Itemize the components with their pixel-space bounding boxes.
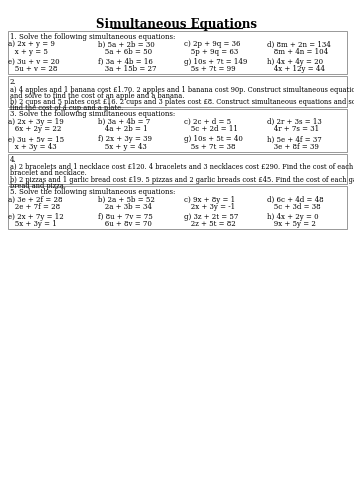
Text: a) 4 apples and 1 banana cost £1.70. 2 apples and 1 banana cost 90p. Construct s: a) 4 apples and 1 banana cost £1.70. 2 a… [10,86,354,94]
Text: 5c + 2d = 11: 5c + 2d = 11 [184,125,238,133]
Text: 5u + v = 28: 5u + v = 28 [8,65,57,73]
Text: b) 2 pizzas and 1 garlic bread cost £19. 5 pizzas and 2 garlic breads cost £45. : b) 2 pizzas and 1 garlic bread cost £19.… [10,176,354,184]
Bar [8,154,347,184]
Text: a) 2 bracelets and 1 necklace cost £120. 4 bracelets and 3 necklaces cost £290. : a) 2 bracelets and 1 necklace cost £120.… [10,163,353,171]
Text: c) 9x + 8y = 1: c) 9x + 8y = 1 [184,196,235,203]
Text: f) 8u + 7v = 75: f) 8u + 7v = 75 [98,213,153,221]
Text: c) 2p + 9q = 36: c) 2p + 9q = 36 [184,40,241,48]
Text: d) 6c + 4d = 48: d) 6c + 4d = 48 [267,196,324,203]
Text: 6x + 2y = 22: 6x + 2y = 22 [8,125,61,133]
Text: e) 2x + 7y = 12: e) 2x + 7y = 12 [8,213,64,221]
Text: bracelet and necklace.: bracelet and necklace. [10,170,87,177]
Text: 4r + 7s = 31: 4r + 7s = 31 [267,125,319,133]
Text: 5. Solve the following simultaneous equations:: 5. Solve the following simultaneous equa… [10,188,175,196]
Text: h) 5e + 4f = 37: h) 5e + 4f = 37 [267,136,322,143]
Text: d) 2r + 3s = 13: d) 2r + 3s = 13 [267,118,322,126]
Text: 2e + 7f = 28: 2e + 7f = 28 [8,202,60,210]
Text: find the cost of a cup and a plate.: find the cost of a cup and a plate. [10,104,123,112]
Bar [8,108,347,152]
Text: 3. Solve the following simultaneous equations:: 3. Solve the following simultaneous equa… [10,110,175,118]
Text: a) 2x + y = 9: a) 2x + y = 9 [8,40,55,48]
Text: a) 3e + 2f = 28: a) 3e + 2f = 28 [8,196,63,203]
Text: 1. Solve the following simultaneous equations:: 1. Solve the following simultaneous equa… [10,33,175,41]
Text: 4.: 4. [10,156,17,164]
Text: 3a + 15b = 27: 3a + 15b = 27 [98,65,156,73]
Text: b) 2a + 5b = 52: b) 2a + 5b = 52 [98,196,155,203]
Text: h) 4x + 2y = 0: h) 4x + 2y = 0 [267,213,319,221]
Text: h) 4x + 4y = 20: h) 4x + 4y = 20 [267,58,324,66]
Text: 5a + 6b = 50: 5a + 6b = 50 [98,48,152,56]
Text: b) 2 cups and 5 plates cost £16. 2 cups and 3 plates cost £8. Construct simultan: b) 2 cups and 5 plates cost £16. 2 cups … [10,98,354,106]
Bar [8,31,347,74]
Text: 5x + 3y = 1: 5x + 3y = 1 [8,220,57,228]
Text: 6u + 8v = 70: 6u + 8v = 70 [98,220,152,228]
Text: d) 8m + 2n = 134: d) 8m + 2n = 134 [267,40,331,48]
Text: 9x + 5y = 2: 9x + 5y = 2 [267,220,316,228]
Text: 4x + 12y = 44: 4x + 12y = 44 [267,65,325,73]
Text: c) 2c + d = 5: c) 2c + d = 5 [184,118,232,126]
Text: g) 10s + 5t = 40: g) 10s + 5t = 40 [184,136,243,143]
Text: a) 2x + 3y = 19: a) 2x + 3y = 19 [8,118,64,126]
Bar [8,76,347,106]
Text: g) 3z + 2t = 57: g) 3z + 2t = 57 [184,213,239,221]
Text: b) 3a + 4b = 7: b) 3a + 4b = 7 [98,118,150,126]
Text: f) 3a + 4b = 16: f) 3a + 4b = 16 [98,58,153,66]
Text: bread and pizza.: bread and pizza. [10,182,66,190]
Text: 5s + 7t = 38: 5s + 7t = 38 [184,142,236,150]
Text: 5p + 9q = 63: 5p + 9q = 63 [184,48,239,56]
Text: e) 3u + 5v = 15: e) 3u + 5v = 15 [8,136,64,143]
Text: 2.: 2. [10,78,17,86]
Bar [8,186,347,230]
Text: 3e + 8f = 39: 3e + 8f = 39 [267,142,319,150]
Text: 2a + 3b = 34: 2a + 3b = 34 [98,202,152,210]
Text: 5s + 7t = 99: 5s + 7t = 99 [184,65,236,73]
Text: 5x + y = 43: 5x + y = 43 [98,142,147,150]
Text: e) 3u + v = 20: e) 3u + v = 20 [8,58,59,66]
Text: x + y = 5: x + y = 5 [8,48,48,56]
Text: g) 10s + 7t = 149: g) 10s + 7t = 149 [184,58,248,66]
Text: 4a + 2b = 1: 4a + 2b = 1 [98,125,148,133]
Text: and solve to find the cost of an apple and a banana.: and solve to find the cost of an apple a… [10,92,184,100]
Text: 2z + 5t = 82: 2z + 5t = 82 [184,220,236,228]
Text: Simultaneous Equations: Simultaneous Equations [97,18,257,31]
Text: 2x + 3y = -1: 2x + 3y = -1 [184,202,235,210]
Text: b) 5a + 2b = 30: b) 5a + 2b = 30 [98,40,155,48]
Text: 5c + 3d = 38: 5c + 3d = 38 [267,202,321,210]
Text: f) 2x + 3y = 39: f) 2x + 3y = 39 [98,136,152,143]
Text: x + 3y = 43: x + 3y = 43 [8,142,57,150]
Text: 8m + 4n = 104: 8m + 4n = 104 [267,48,329,56]
